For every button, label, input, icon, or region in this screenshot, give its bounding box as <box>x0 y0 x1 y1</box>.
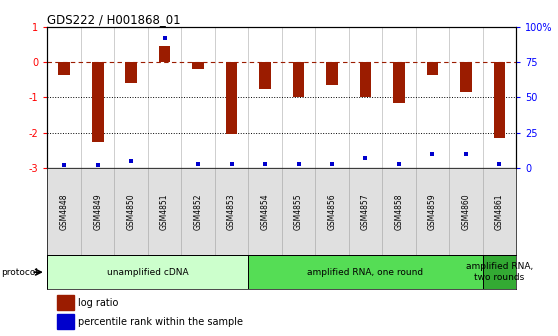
Text: amplified RNA, one round: amplified RNA, one round <box>307 268 424 277</box>
Text: GSM4851: GSM4851 <box>160 194 169 230</box>
Bar <box>92 62 104 141</box>
Bar <box>292 62 304 97</box>
Text: GSM4848: GSM4848 <box>60 194 69 230</box>
Bar <box>57 314 74 329</box>
Bar <box>248 255 483 289</box>
Text: percentile rank within the sample: percentile rank within the sample <box>78 317 243 327</box>
Text: amplified RNA,
two rounds: amplified RNA, two rounds <box>466 262 533 282</box>
Bar <box>259 62 271 89</box>
Text: GSM4852: GSM4852 <box>194 194 203 230</box>
Bar <box>315 168 349 255</box>
Text: GSM4861: GSM4861 <box>495 194 504 230</box>
Bar <box>483 168 516 255</box>
Text: log ratio: log ratio <box>78 298 119 308</box>
Bar <box>192 62 204 69</box>
Bar <box>449 168 483 255</box>
Bar <box>47 255 248 289</box>
Bar <box>181 168 215 255</box>
Bar <box>416 168 449 255</box>
Text: GSM4855: GSM4855 <box>294 193 303 230</box>
Bar <box>493 62 505 138</box>
Text: GSM4854: GSM4854 <box>261 193 270 230</box>
Bar <box>81 168 114 255</box>
Text: GSM4856: GSM4856 <box>328 193 336 230</box>
Bar <box>282 168 315 255</box>
Bar <box>393 62 405 103</box>
Text: GSM4850: GSM4850 <box>127 193 136 230</box>
Bar <box>125 62 137 83</box>
Bar <box>225 62 238 134</box>
Bar <box>426 62 438 75</box>
Bar <box>382 168 416 255</box>
Text: GSM4853: GSM4853 <box>227 193 236 230</box>
Text: protocol: protocol <box>1 268 38 277</box>
Bar <box>248 168 282 255</box>
Bar <box>359 62 371 97</box>
Text: GSM4849: GSM4849 <box>93 193 102 230</box>
Bar <box>57 295 74 310</box>
Bar <box>460 62 472 92</box>
Text: GDS222 / H001868_01: GDS222 / H001868_01 <box>47 13 181 26</box>
Text: GSM4858: GSM4858 <box>395 194 403 230</box>
Text: unamplified cDNA: unamplified cDNA <box>107 268 189 277</box>
Text: GSM4859: GSM4859 <box>428 193 437 230</box>
Bar <box>148 168 181 255</box>
Bar <box>47 168 81 255</box>
Bar <box>349 168 382 255</box>
Text: GSM4860: GSM4860 <box>461 193 470 230</box>
Bar <box>58 62 70 75</box>
Bar <box>326 62 338 85</box>
Bar <box>215 168 248 255</box>
Bar <box>159 46 171 62</box>
Text: GSM4857: GSM4857 <box>361 193 370 230</box>
Bar <box>114 168 148 255</box>
Bar <box>483 255 516 289</box>
